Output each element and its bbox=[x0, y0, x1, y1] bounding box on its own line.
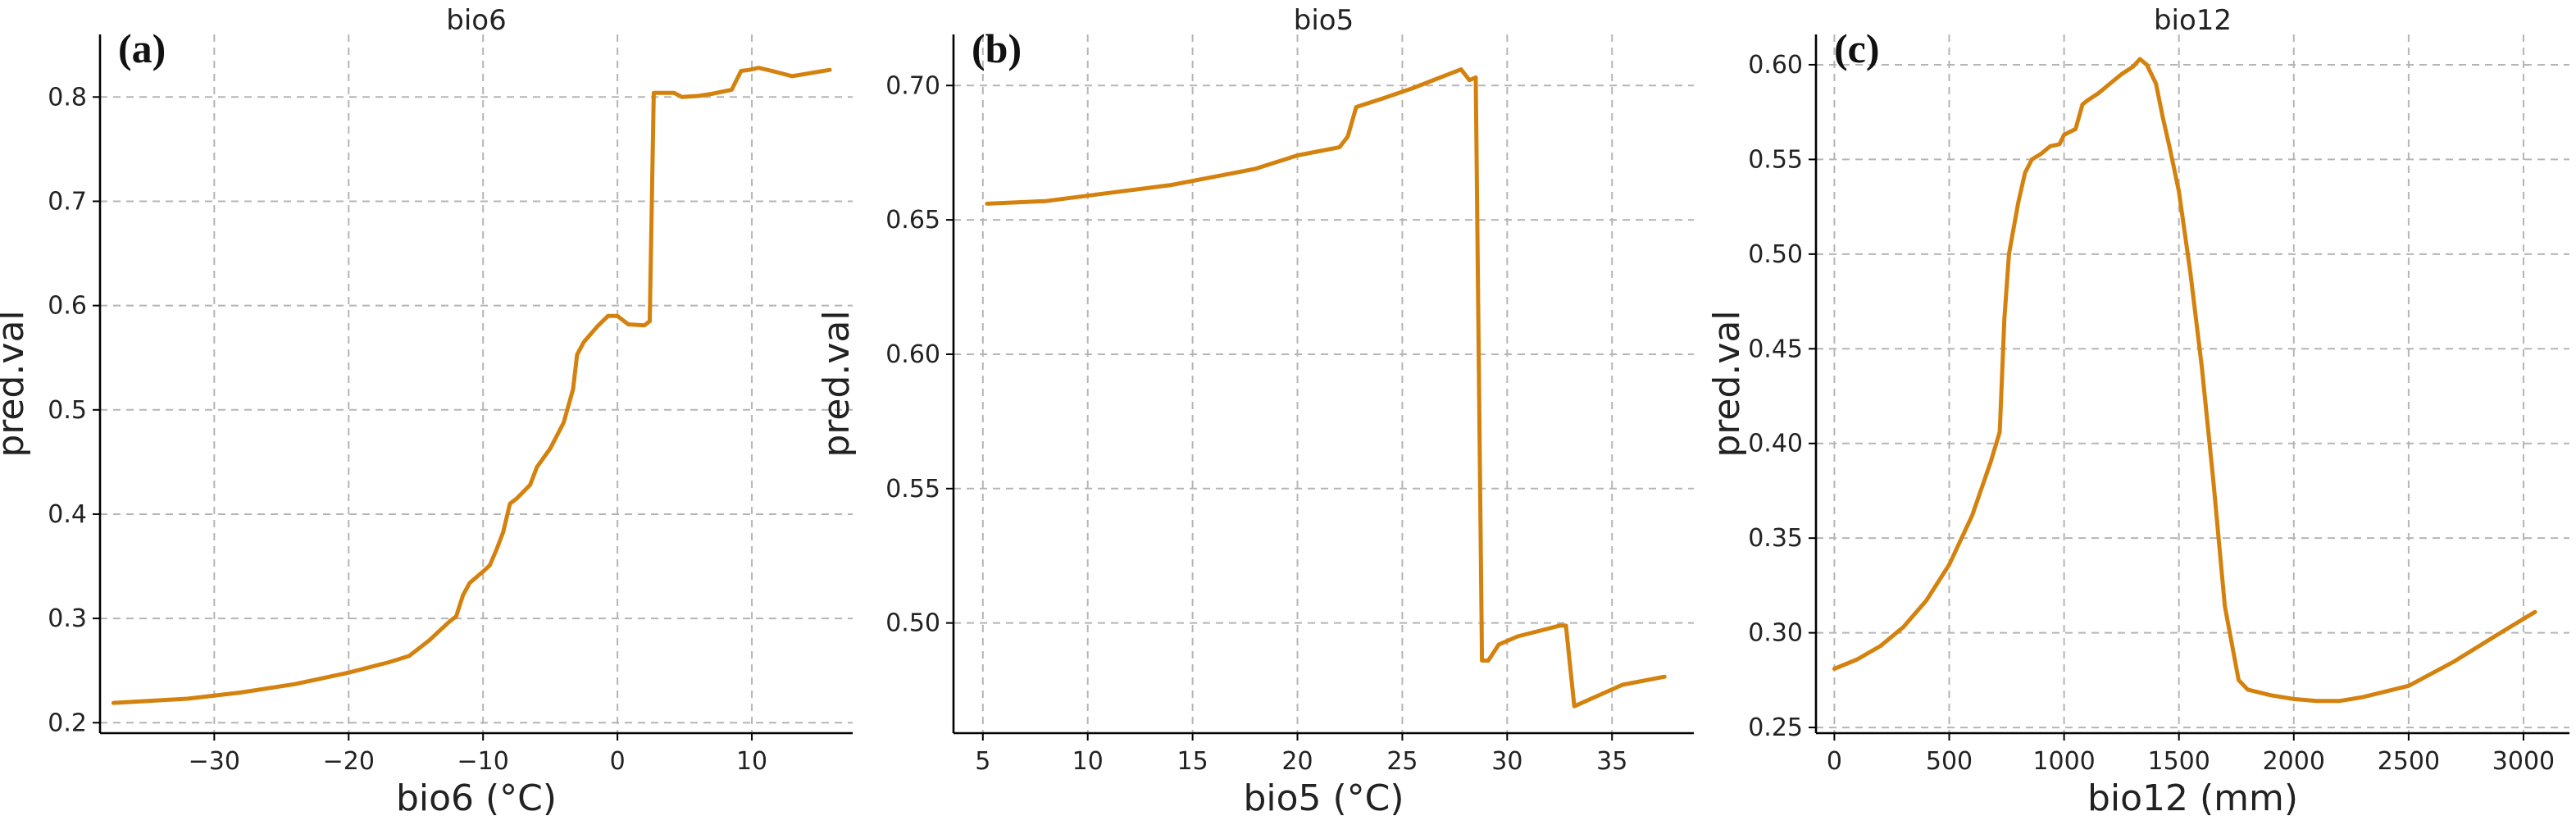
x-tick-label: 25 bbox=[1386, 747, 1418, 776]
x-tick-label: 0 bbox=[1827, 747, 1842, 776]
y-tick-label: 0.65 bbox=[885, 206, 940, 235]
chart-panel-3: 0 500 1000 1500 2000 2500 3000 0.25 0.30 0.35 0.40… bbox=[1706, 4, 2569, 819]
x-tick-label: −30 bbox=[189, 747, 240, 776]
x-tick-label: 1500 bbox=[2148, 747, 2210, 776]
x-tick-label: 35 bbox=[1596, 747, 1627, 776]
y-axis-title: pred.val bbox=[1706, 310, 1748, 457]
y-tick-label: 0.3 bbox=[48, 604, 87, 633]
x-axis-title: bio12 (mm) bbox=[2087, 777, 2298, 819]
x-tick-label: 3000 bbox=[2492, 747, 2555, 776]
y-axis-title: pred.val bbox=[0, 310, 32, 457]
x-tick-label: 0 bbox=[610, 747, 626, 776]
x-tick-label: 2000 bbox=[2263, 747, 2325, 776]
x-tick-label: −20 bbox=[323, 747, 375, 776]
y-axis-title: pred.val bbox=[816, 310, 858, 457]
x-tick-label: 5 bbox=[975, 747, 990, 776]
y-tick-label: 0.6 bbox=[48, 292, 87, 321]
panel-title: bio5 bbox=[1294, 4, 1354, 37]
x-tick-label: 20 bbox=[1281, 747, 1313, 776]
x-tick-label: −10 bbox=[457, 747, 509, 776]
y-tick-label: 0.30 bbox=[1748, 619, 1803, 648]
panel-letter: (a) bbox=[118, 25, 166, 71]
chart-panel-2: 5 10 15 20 25 30 35 0.50 0.55 0.60 0.65 0.70 bio5 (b)… bbox=[816, 4, 1694, 819]
x-axis-title: bio6 (°C) bbox=[396, 777, 557, 819]
panel-letter: (c) bbox=[1834, 25, 1880, 71]
y-tick-label: 0.45 bbox=[1748, 335, 1803, 363]
y-tick-label: 0.50 bbox=[1748, 240, 1803, 269]
panel-title: bio12 bbox=[2154, 4, 2232, 37]
y-tick-label: 0.55 bbox=[885, 475, 940, 504]
x-tick-label: 2500 bbox=[2378, 747, 2440, 776]
x-tick-label: 30 bbox=[1491, 747, 1522, 776]
y-tick-label: 0.4 bbox=[48, 500, 87, 529]
chart-panel-1: −30 −20 −10 0 10 0.2 0.3 0.4 0.5 0.6 0.7 0.8 bio6 (a)… bbox=[0, 4, 853, 819]
y-tick-label: 0.7 bbox=[48, 187, 87, 216]
x-axis-title: bio5 (°C) bbox=[1243, 777, 1404, 819]
x-tick-label: 10 bbox=[736, 747, 767, 776]
y-tick-label: 0.60 bbox=[885, 340, 940, 369]
y-tick-label: 0.2 bbox=[48, 709, 87, 737]
y-tick-label: 0.8 bbox=[48, 83, 87, 112]
x-tick-label: 10 bbox=[1072, 747, 1104, 776]
y-tick-label: 0.70 bbox=[885, 71, 940, 100]
y-tick-label: 0.25 bbox=[1748, 713, 1803, 742]
y-tick-label: 0.50 bbox=[885, 609, 940, 638]
y-tick-label: 0.55 bbox=[1748, 145, 1803, 174]
series-line-bio5 bbox=[985, 67, 1667, 709]
x-tick-label: 15 bbox=[1177, 747, 1208, 776]
panel-letter: (b) bbox=[972, 25, 1022, 71]
y-tick-label: 0.60 bbox=[1748, 51, 1803, 80]
y-tick-label: 0.5 bbox=[48, 396, 87, 425]
y-tick-label: 0.40 bbox=[1748, 430, 1803, 458]
x-tick-label: 500 bbox=[1926, 747, 1973, 776]
x-tick-label: 1000 bbox=[2032, 747, 2095, 776]
panel-title: bio6 bbox=[446, 4, 506, 37]
series-line-bio6 bbox=[111, 66, 832, 705]
y-tick-label: 0.35 bbox=[1748, 524, 1803, 553]
series-line-bio12 bbox=[1832, 57, 2537, 704]
